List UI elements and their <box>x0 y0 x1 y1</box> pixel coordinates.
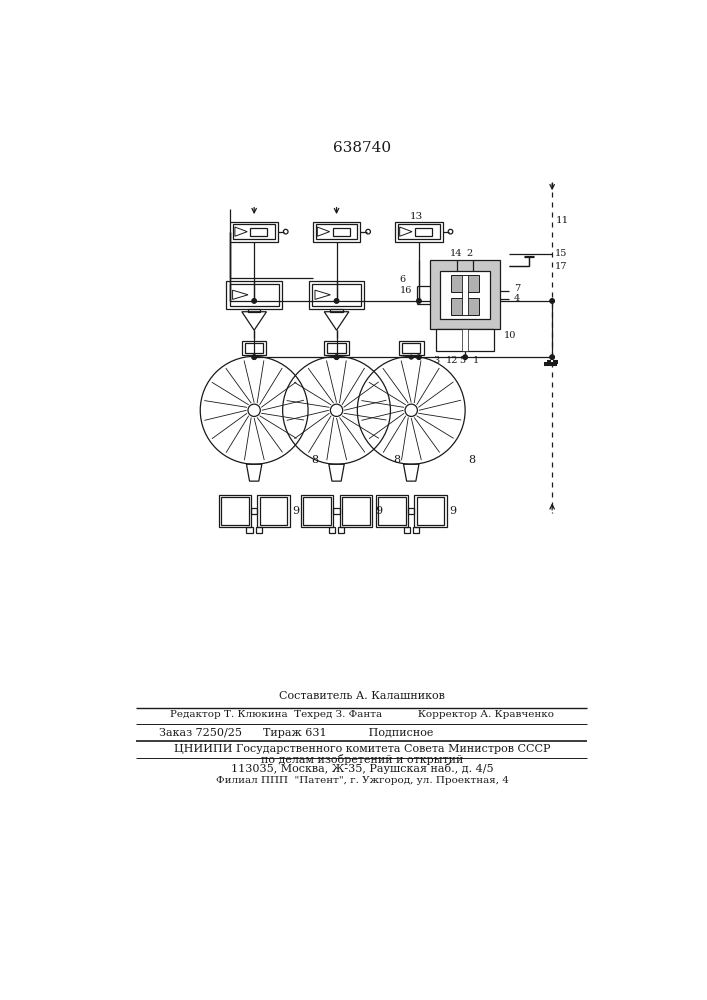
Bar <box>378 497 406 525</box>
Bar <box>451 275 479 292</box>
Bar <box>303 497 331 525</box>
Bar <box>342 497 370 525</box>
Text: 4: 4 <box>514 294 520 303</box>
Text: 2: 2 <box>467 249 473 258</box>
Bar <box>233 224 275 239</box>
Circle shape <box>252 299 257 303</box>
Text: Редактор Т. Клюкина  Техред З. Фанта           Корректор А. Кравченко: Редактор Т. Клюкина Техред З. Фанта Корр… <box>170 710 554 719</box>
Text: 9: 9 <box>375 506 382 516</box>
Circle shape <box>416 355 421 359</box>
Bar <box>376 495 408 527</box>
Text: 8: 8 <box>394 455 401 465</box>
Circle shape <box>550 355 554 359</box>
Bar <box>312 222 361 242</box>
Circle shape <box>334 355 339 359</box>
Bar <box>256 527 262 533</box>
Text: 638740: 638740 <box>333 141 391 155</box>
Text: 3: 3 <box>433 356 439 365</box>
Bar <box>329 527 335 533</box>
Text: 10: 10 <box>503 331 516 340</box>
Bar <box>259 497 287 525</box>
Bar <box>316 224 357 239</box>
Bar <box>230 222 278 242</box>
Circle shape <box>334 355 339 359</box>
Bar <box>257 495 290 527</box>
Bar <box>309 281 364 309</box>
Text: 113035, Москва, Ж-35, Раушская наб., д. 4/5: 113035, Москва, Ж-35, Раушская наб., д. … <box>230 763 493 774</box>
Text: Составитель А. Калашников: Составитель А. Калашников <box>279 691 445 701</box>
Bar <box>301 495 334 527</box>
Text: Заказ 7250/25      Тираж 631            Подписное: Заказ 7250/25 Тираж 631 Подписное <box>160 728 434 738</box>
Bar <box>333 228 350 235</box>
Circle shape <box>334 299 339 303</box>
Text: 9: 9 <box>293 506 300 516</box>
Text: 12: 12 <box>446 356 458 365</box>
Bar <box>399 341 423 355</box>
Text: по делам изобретений и открытий: по делам изобретений и открытий <box>261 754 463 765</box>
Circle shape <box>463 355 467 359</box>
Bar <box>462 329 468 351</box>
Text: 8: 8 <box>468 455 475 465</box>
Text: 7: 7 <box>514 284 520 293</box>
Circle shape <box>455 299 460 303</box>
Bar <box>226 281 282 309</box>
Bar <box>339 495 372 527</box>
Bar <box>327 343 346 353</box>
Bar <box>248 309 260 312</box>
Bar <box>415 228 432 235</box>
Bar <box>338 527 344 533</box>
Circle shape <box>471 299 475 303</box>
Text: 8: 8 <box>311 455 318 465</box>
Bar <box>230 284 279 306</box>
Bar <box>404 527 409 533</box>
Text: Филиал ППП  "Патент", г. Ужгород, ул. Проектная, 4: Филиал ППП "Патент", г. Ужгород, ул. Про… <box>216 776 508 785</box>
Bar <box>325 341 349 355</box>
Bar <box>395 222 443 242</box>
Bar <box>218 495 251 527</box>
Circle shape <box>416 299 421 303</box>
Circle shape <box>252 355 257 359</box>
Bar <box>462 275 468 315</box>
Text: 6: 6 <box>399 275 406 284</box>
Text: 1: 1 <box>473 356 479 365</box>
Circle shape <box>252 355 256 359</box>
Text: 17: 17 <box>555 262 568 271</box>
Bar <box>413 527 419 533</box>
Bar <box>431 260 500 329</box>
Bar <box>416 497 444 525</box>
Bar <box>436 329 494 351</box>
Text: ЦНИИПИ Государственного комитета Совета Министров СССР: ЦНИИПИ Государственного комитета Совета … <box>174 744 550 754</box>
Bar <box>414 495 447 527</box>
Bar <box>451 298 479 315</box>
Bar <box>250 228 267 235</box>
Bar <box>330 309 343 312</box>
Circle shape <box>550 299 554 303</box>
Bar <box>440 271 490 319</box>
Bar <box>221 497 249 525</box>
Text: 13: 13 <box>409 212 423 221</box>
Bar <box>245 343 264 353</box>
Bar <box>398 224 440 239</box>
Text: 5: 5 <box>459 356 465 365</box>
Text: 16: 16 <box>399 286 412 295</box>
Bar <box>312 284 361 306</box>
Bar <box>247 527 252 533</box>
Text: 9: 9 <box>450 506 457 516</box>
Bar <box>402 343 421 353</box>
Text: 15: 15 <box>555 249 568 258</box>
Text: 14: 14 <box>450 249 462 258</box>
Circle shape <box>409 355 413 359</box>
Text: 11: 11 <box>556 216 569 225</box>
Bar <box>242 341 267 355</box>
